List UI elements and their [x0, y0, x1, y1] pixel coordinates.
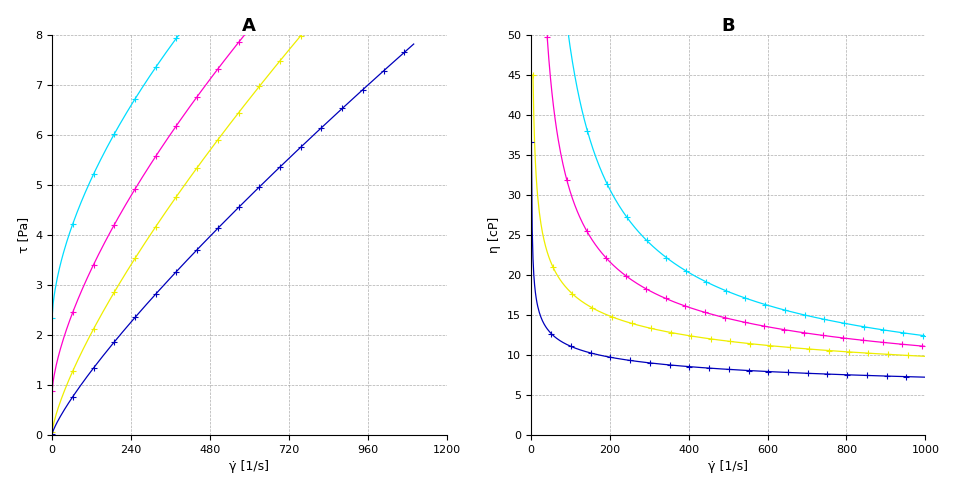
- X-axis label: γ̇ [1/s]: γ̇ [1/s]: [708, 460, 749, 473]
- Title: B: B: [721, 17, 735, 35]
- X-axis label: γ̇ [1/s]: γ̇ [1/s]: [229, 460, 270, 473]
- Title: A: A: [243, 17, 256, 35]
- Y-axis label: η [cP]: η [cP]: [489, 217, 501, 253]
- Y-axis label: τ [Pa]: τ [Pa]: [16, 217, 30, 253]
